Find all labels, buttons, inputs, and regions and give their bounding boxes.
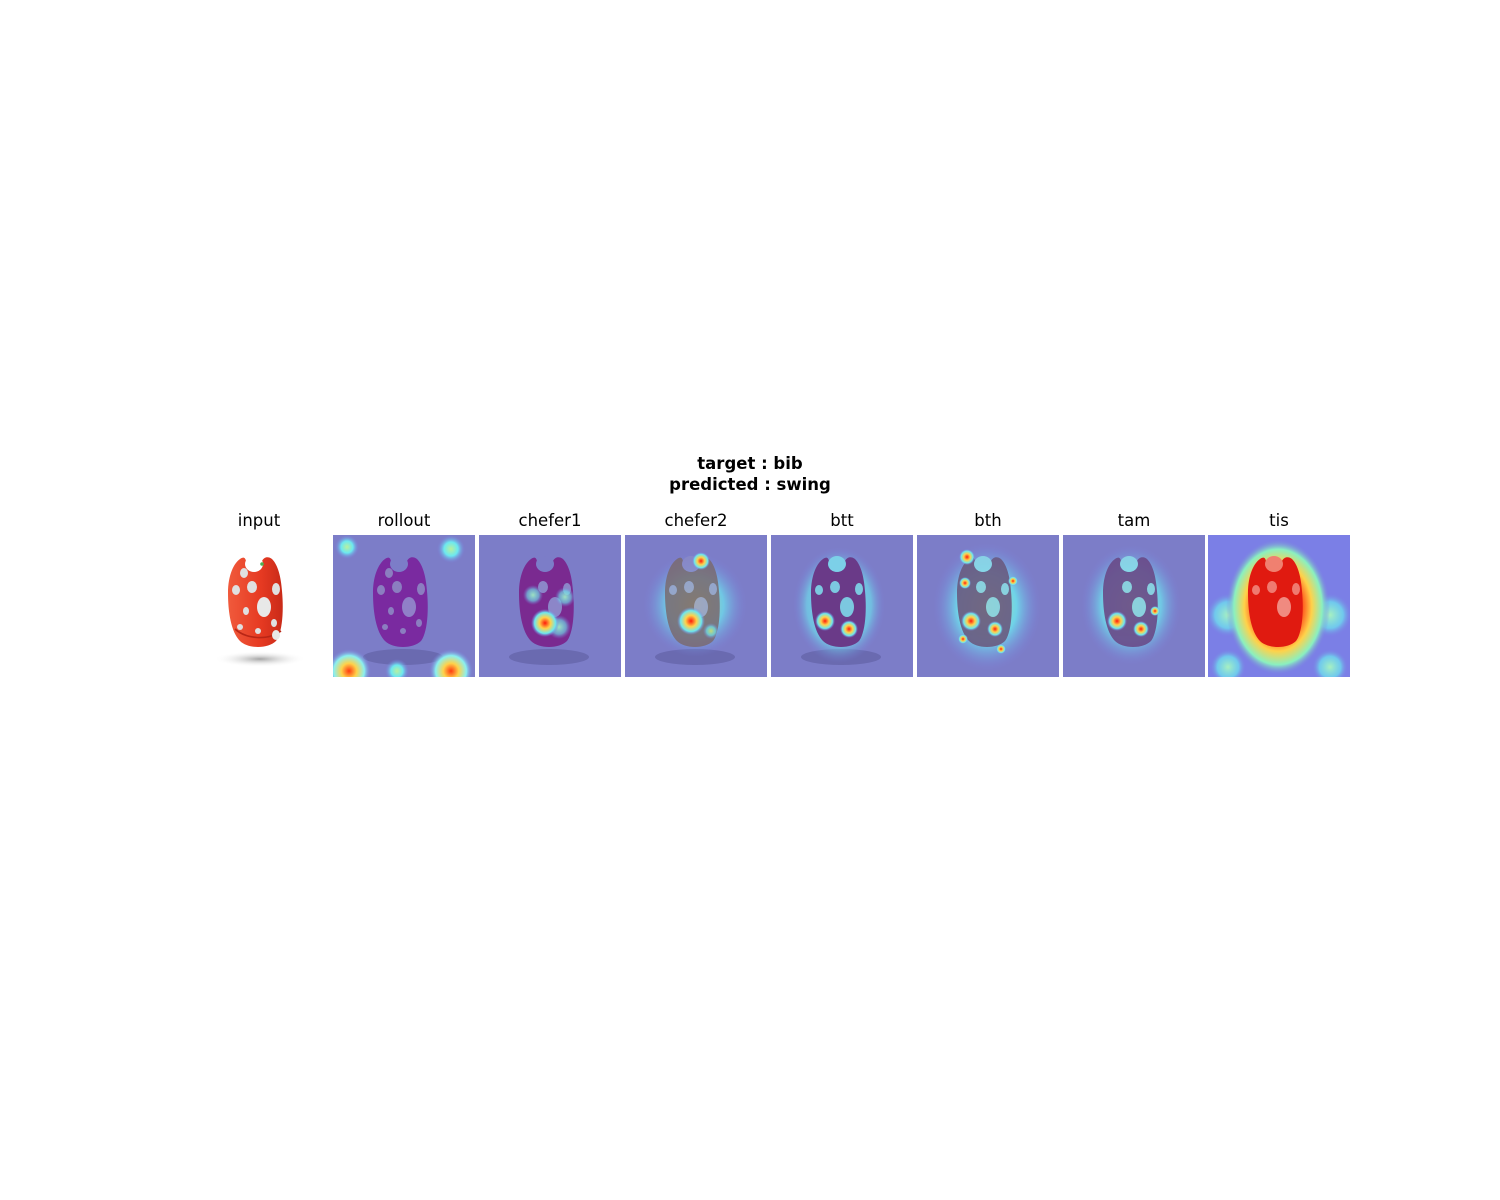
panel-title-rollout: rollout [377,511,431,530]
panel-chefer1: chefer1 [479,511,621,677]
bib-object [811,556,866,647]
tam-heatmap [1063,535,1205,677]
panel-title-input: input [237,511,281,530]
chefer1-heatmap [479,535,621,677]
panel-btt: btt [771,511,913,677]
panel-title-btt: btt [830,511,854,530]
panel-title-bth: bth [974,511,1002,530]
bth-heatmap [917,535,1059,677]
panel-chefer2: chefer2 [625,511,767,677]
bib-object [373,556,428,647]
chefer2-heatmap [625,535,767,677]
predicted-label: predicted : swing [669,475,831,494]
bib-object [957,556,1012,647]
panel-rollout: rollout [333,511,475,677]
panel-tam: tam [1063,511,1205,677]
bib-object [1103,556,1158,647]
panel-title-chefer1: chefer1 [518,511,582,530]
panel-title-chefer2: chefer2 [664,511,728,530]
target-label: target : bib [697,454,803,473]
panel-input: input [188,511,330,667]
bib-object [228,556,283,647]
input-image [214,556,306,667]
bib-object [1248,556,1303,647]
figure-title: target : bib predicted : swing [0,453,1500,495]
panel-title-tis: tis [1269,511,1289,530]
rollout-heatmap [333,535,475,677]
btt-heatmap [771,535,913,677]
panel-bth: bth [917,511,1059,677]
panel-title-tam: tam [1117,511,1151,530]
tis-heatmap [1208,535,1350,677]
panel-tis: tis [1208,511,1350,677]
